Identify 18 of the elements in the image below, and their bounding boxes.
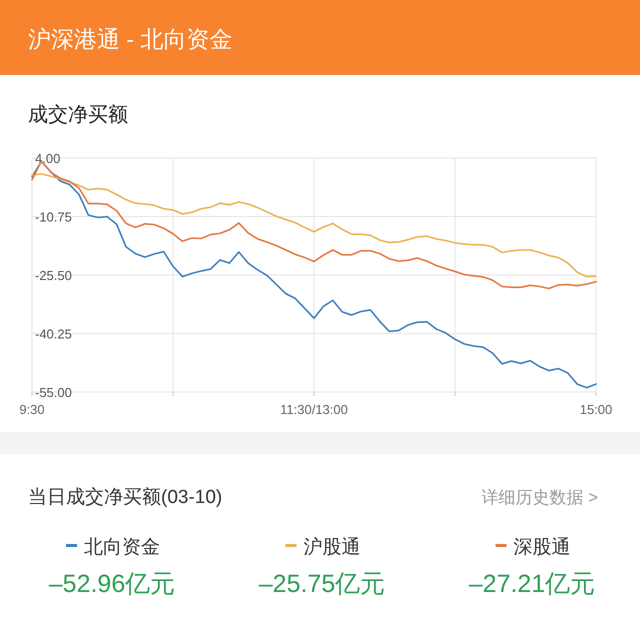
y-tick-label: -40.25: [35, 326, 72, 342]
legend-label: 沪股通: [304, 536, 360, 558]
y-tick-label: -55.00: [35, 385, 72, 400]
text: 当日成交净买额(03-10): [28, 486, 222, 508]
y-tick-label: -10.75: [35, 210, 72, 224]
y-tick-label: 4.00: [35, 151, 60, 166]
legend-label: 深股通: [514, 537, 570, 558]
x-tick-label: 11:30/13:00: [280, 402, 348, 417]
text: –52.96亿元: [48, 570, 176, 598]
y-tick-label: -25.50: [35, 268, 72, 283]
x-tick-label: 9:30: [19, 402, 45, 417]
x-tick-label: 15:00: [580, 402, 612, 417]
legend-label: 北向资金: [84, 537, 160, 558]
text: –25.75亿元: [258, 570, 386, 598]
chart-subtitle: 成交净买额: [28, 104, 128, 126]
text: –27.21亿元: [468, 570, 596, 598]
chart-title: 沪深港通 - 北向资金: [28, 26, 232, 52]
text: 详细历史数据 >: [481, 488, 598, 507]
